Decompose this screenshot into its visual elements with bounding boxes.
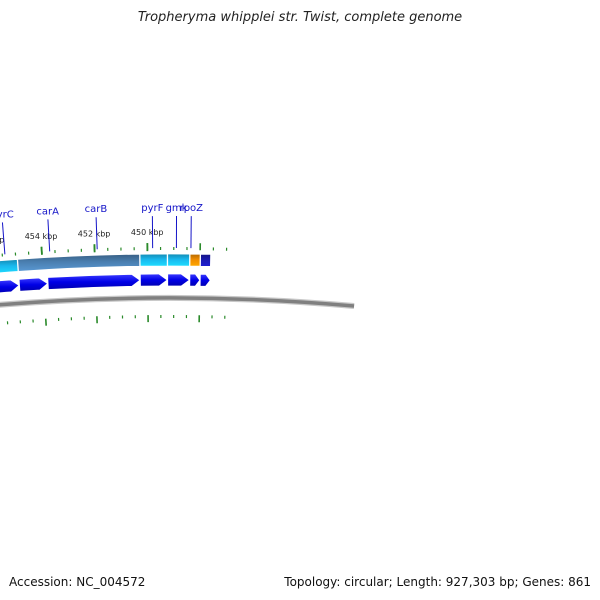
genome-summary-text: Topology: circular; Length: 927,303 bp; … xyxy=(284,575,591,589)
cds-arrow xyxy=(189,273,201,287)
inner-tick-ring xyxy=(6,315,226,326)
kbp-label: 450 kbp xyxy=(131,228,164,237)
gene-leader-line xyxy=(95,217,98,250)
gene-labels: aroFaroKaroBaroDefppyrCcarAcarBpyrFgmkrp… xyxy=(0,203,204,255)
gene-label-pyrF[interactable]: pyrF xyxy=(141,203,163,214)
gene-leader-line xyxy=(1,222,6,255)
cog-segment xyxy=(17,253,141,272)
cog-segment xyxy=(167,253,190,267)
cog-segment xyxy=(0,258,19,274)
map-title: Tropheryma whipplei str. Twist, complete… xyxy=(137,10,463,25)
cds-arrow xyxy=(47,273,141,290)
backbone-ring xyxy=(0,295,355,310)
cog-segment xyxy=(139,253,168,267)
gene-leader-line xyxy=(47,219,51,252)
cog-segment xyxy=(200,253,212,267)
gene-label-gmk[interactable]: gmk xyxy=(166,203,188,214)
kbp-label: 456 kbp xyxy=(0,236,4,245)
cds-feature-ring[interactable] xyxy=(0,273,211,308)
cog-ring-highlight xyxy=(0,252,306,261)
backbone-line xyxy=(0,296,355,308)
cog-feature-ring[interactable] xyxy=(0,252,306,288)
gene-label-pyrC[interactable]: pyrC xyxy=(0,209,14,220)
kbp-label: 454 kbp xyxy=(25,232,58,241)
cds-arrow xyxy=(18,277,49,292)
backbone-shadow xyxy=(0,295,355,310)
cds-arrow xyxy=(199,273,211,287)
gene-label-carA[interactable]: carA xyxy=(36,206,59,217)
gene-label-rpoZ[interactable]: rpoZ xyxy=(180,203,204,214)
cds-arrow xyxy=(0,279,20,294)
cog-segment xyxy=(189,253,201,267)
cds-arrow xyxy=(167,273,191,287)
kbp-label: 452 kbp xyxy=(78,229,111,238)
gene-label-carB[interactable]: carB xyxy=(85,204,108,215)
cds-arrow xyxy=(139,273,168,287)
accession-text: Accession: NC_004572 xyxy=(9,575,146,589)
